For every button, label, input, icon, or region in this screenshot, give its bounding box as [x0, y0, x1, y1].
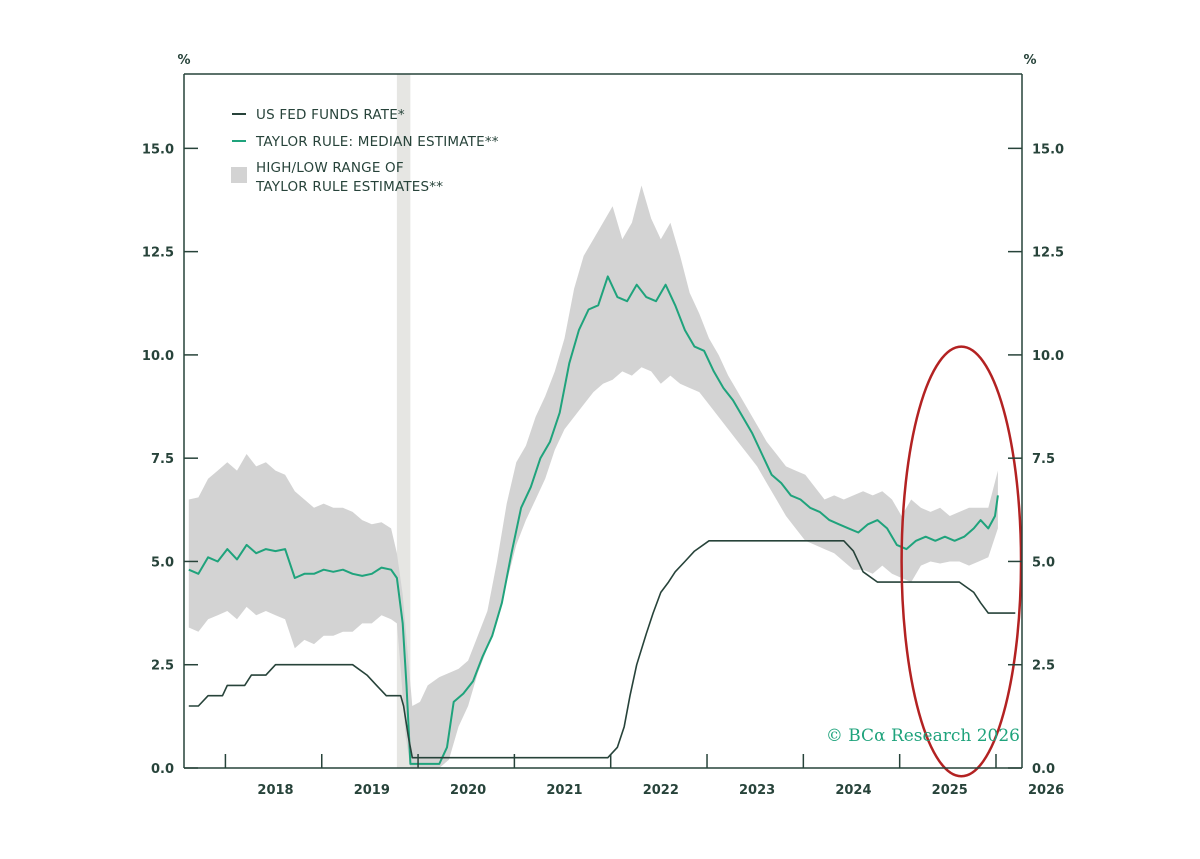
legend-label-range-line1: HIGH/LOW RANGE OF — [256, 160, 404, 176]
x-tick-label: 2020 — [450, 783, 486, 798]
y-unit-left: % — [177, 53, 190, 68]
y-tick-label-right: 15.0 — [1032, 142, 1064, 157]
y-tick-label-right: 12.5 — [1032, 246, 1064, 261]
y-tick-label-right: 5.0 — [1032, 555, 1055, 570]
series-range-band — [188, 185, 998, 768]
y-tick-label-left: 2.5 — [151, 659, 174, 674]
series-line-median — [188, 275, 999, 765]
y-tick-label-left: 12.5 — [142, 246, 174, 261]
y-tick-label-left: 0.0 — [151, 762, 174, 777]
y-tick-label-left: 10.0 — [142, 349, 174, 364]
axes: 0.0 0.0 2.5 2.5 5.0 5.0 7.5 7.5 10.0 10.0 12.5 12.5… — [142, 53, 1064, 798]
y-tick-label-left: 5.0 — [151, 555, 174, 570]
x-tick-label: 2024 — [835, 783, 871, 798]
legend: US FED FUNDS RATE* TAYLOR RULE: MEDIAN E… — [231, 107, 499, 195]
x-tick-label: 2022 — [643, 783, 679, 798]
y-tick-label-right: 10.0 — [1032, 349, 1064, 364]
legend-label-range-line2: TAYLOR RULE ESTIMATES** — [255, 179, 443, 195]
y-tick-label-left: 7.5 — [151, 452, 174, 467]
y-tick-label-left: 15.0 — [142, 142, 174, 157]
y-tick-label-right: 0.0 — [1032, 762, 1055, 777]
y-unit-right: % — [1023, 53, 1036, 68]
y-tick-label-right: 7.5 — [1032, 452, 1055, 467]
x-tick-label: 2023 — [739, 783, 775, 798]
x-tick-label: 2026 — [1028, 783, 1064, 798]
series-line-fed — [188, 540, 1016, 759]
y-tick-label-right: 2.5 — [1032, 659, 1055, 674]
x-tick-label: 2018 — [257, 783, 293, 798]
copyright-label: © BCα Research 2026 — [826, 726, 1020, 746]
x-tick-label: 2025 — [932, 783, 968, 798]
legend-label-fed: US FED FUNDS RATE* — [256, 107, 405, 123]
x-tick-label: 2021 — [546, 783, 582, 798]
x-tick-label: 2019 — [354, 783, 390, 798]
legend-label-median: TAYLOR RULE: MEDIAN ESTIMATE** — [255, 134, 499, 150]
legend-swatch-range — [231, 167, 247, 183]
